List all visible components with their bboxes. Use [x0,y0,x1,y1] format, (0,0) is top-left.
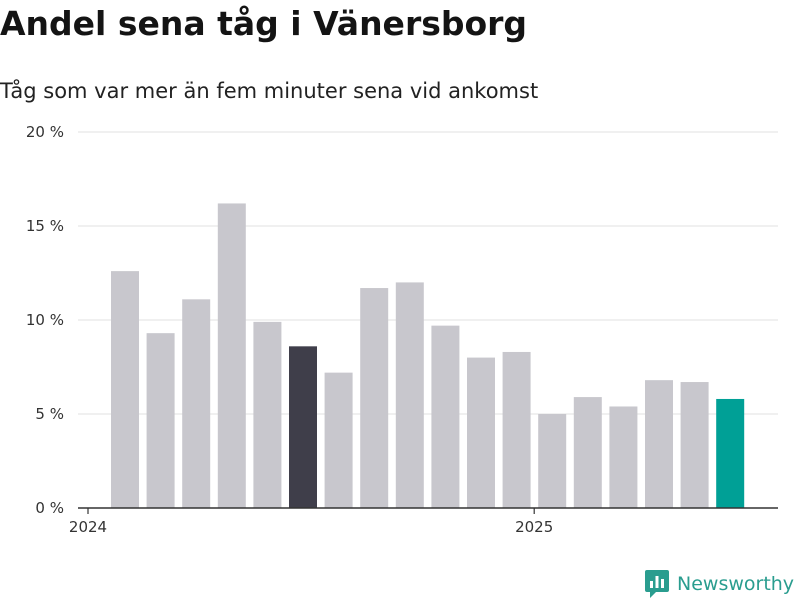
bar [467,357,495,508]
bar [716,398,745,508]
bar [645,380,673,508]
bars [111,203,745,508]
bar [111,271,139,508]
y-tick-label: 15 % [26,217,64,235]
y-tick-label: 20 % [26,123,64,141]
bar [253,321,282,508]
bar [395,282,424,508]
bar [431,325,460,508]
newsworthy-logo: Newsworthy [644,569,794,599]
y-tick-label: 10 % [26,311,64,329]
bar [609,406,638,508]
bar [289,346,317,508]
chart-subtitle: Tåg som var mer än fem minuter sena vid … [0,79,539,103]
brand-name: Newsworthy [677,573,795,595]
bar [360,288,389,508]
chart-title: Andel sena tåg i Vänersborg [0,4,528,43]
bar [217,203,246,508]
bar [182,299,211,508]
x-axis: 2024 2025 [69,507,778,536]
bar [573,397,602,508]
y-tick-label: 5 % [35,405,64,423]
bar [680,382,709,508]
x-tick-label: 2024 [69,518,107,536]
newsworthy-logo-icon [645,570,669,598]
x-tick-label: 2025 [515,518,553,536]
bar [502,351,531,508]
bar [538,414,567,508]
y-axis-ticks: 0 % 5 % 10 % 15 % 20 % [26,123,64,517]
bar [146,333,175,508]
y-tick-label: 0 % [35,499,64,517]
bar [324,372,353,508]
